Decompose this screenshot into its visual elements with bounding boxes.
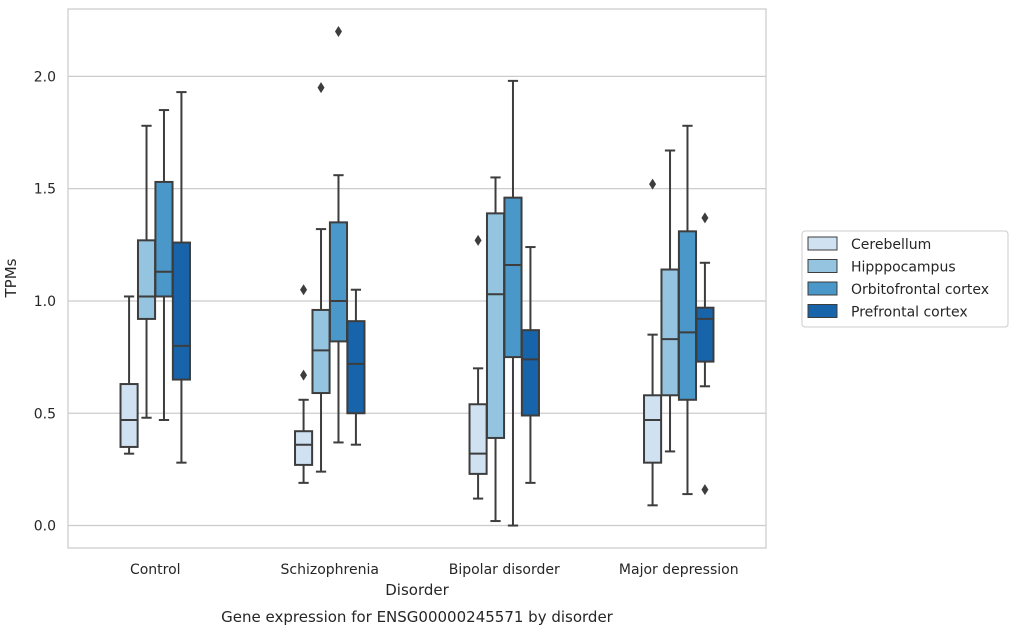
box-iqr xyxy=(660,268,680,397)
box-hipppocampus xyxy=(660,149,680,453)
legend-label: Hipppocampus xyxy=(851,260,956,276)
y-axis-title: TPMs xyxy=(2,258,20,298)
box-prefrontal-cortex xyxy=(520,246,540,484)
box-iqr xyxy=(328,221,349,343)
box-hipppocampus xyxy=(311,82,331,473)
box-prefrontal-cortex xyxy=(695,212,715,496)
x-tick-label: Major depression xyxy=(619,562,739,578)
box-orbitofrontal-cortex xyxy=(503,79,523,527)
box-iqr xyxy=(520,329,540,417)
plot-frame xyxy=(67,8,767,549)
box-prefrontal-cortex xyxy=(171,91,191,464)
legend-swatch xyxy=(807,236,838,251)
y-tick-label: 0.5 xyxy=(34,406,56,422)
legend-label: Orbitofrontal cortex xyxy=(851,282,989,298)
outlier-point xyxy=(317,82,325,94)
outlier-point xyxy=(701,484,709,496)
box-cerebellum xyxy=(294,284,314,484)
x-tick-label: Control xyxy=(130,562,181,578)
box-iqr xyxy=(643,394,663,464)
box-iqr xyxy=(468,403,488,475)
box-iqr xyxy=(136,239,157,320)
chart-caption: Gene expression for ENSG00000245571 by d… xyxy=(221,608,614,626)
box-cerebellum xyxy=(119,295,139,455)
box-cerebellum xyxy=(643,178,663,507)
x-axis-title: Disorder xyxy=(385,581,449,599)
box-iqr xyxy=(485,212,506,439)
box-cerebellum xyxy=(468,234,488,500)
box-iqr xyxy=(346,320,366,415)
legend-swatch xyxy=(807,304,838,318)
box-orbitofrontal-cortex xyxy=(154,109,174,421)
box-iqr xyxy=(294,430,314,466)
outlier-point xyxy=(300,284,308,296)
box-iqr xyxy=(695,306,715,363)
y-tick-label: 0.0 xyxy=(34,519,56,535)
legend-items: Cerebellum Hipppocampus Orbitofrontal cort… xyxy=(807,236,989,321)
y-tick-label: 1.0 xyxy=(34,294,56,310)
legend-box xyxy=(801,230,1009,328)
box-orbitofrontal-cortex xyxy=(328,25,349,444)
legend-label: Cerebellum xyxy=(851,237,931,253)
outlier-point xyxy=(701,212,709,224)
box-hipppocampus xyxy=(136,124,157,419)
legend-label: Prefrontal cortex xyxy=(851,305,968,321)
legend-swatch xyxy=(807,281,838,296)
outlier-point xyxy=(649,178,657,190)
box-iqr xyxy=(119,383,139,448)
legend-swatch xyxy=(807,259,838,273)
box-iqr xyxy=(311,308,331,395)
x-tick-labels: Control Schizophrenia Bipolar disorder Majo… xyxy=(130,562,739,578)
y-tick-label: 1.5 xyxy=(34,182,56,198)
box-iqr xyxy=(503,196,523,359)
box-prefrontal-cortex xyxy=(346,288,366,446)
plot-boxes xyxy=(119,25,715,527)
box-iqr xyxy=(171,241,191,381)
legend: Cerebellum Hipppocampus Orbitofrontal cort… xyxy=(801,230,1009,328)
box-iqr xyxy=(154,180,174,298)
y-tick-labels: 0.0 0.5 1.0 1.5 2.0 xyxy=(34,69,56,534)
outlier-point xyxy=(474,234,482,246)
y-tick-label: 2.0 xyxy=(34,69,56,85)
x-tick-label: Schizophrenia xyxy=(281,562,379,578)
box-hipppocampus xyxy=(485,176,506,523)
box-iqr xyxy=(677,230,698,401)
outlier-point xyxy=(300,369,308,381)
x-tick-label: Bipolar disorder xyxy=(449,562,560,578)
outlier-point xyxy=(334,25,342,37)
